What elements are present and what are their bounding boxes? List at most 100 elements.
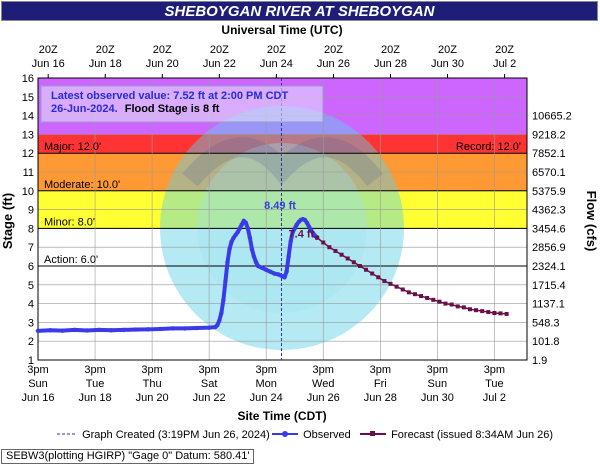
legend-dash-swatch	[57, 433, 77, 435]
info-box: Latest observed value: 7.52 ft at 2:00 P…	[40, 85, 324, 123]
observed-point	[60, 328, 65, 333]
observed-point	[288, 239, 293, 244]
observed-point	[251, 254, 257, 259]
forecast-point	[406, 290, 411, 295]
forecast-point	[357, 264, 362, 268]
forecast-point	[376, 275, 381, 280]
forecast-point	[504, 311, 509, 316]
observed-point	[229, 239, 234, 244]
observed-point	[182, 326, 187, 331]
bottom-tick-label: Jun 28	[364, 392, 397, 404]
observed-point	[253, 260, 259, 265]
observed-point	[158, 326, 163, 332]
bottom-tick-label: 3pm	[427, 364, 448, 376]
bottom-tick-label: Jun 20	[136, 392, 169, 404]
left-tick-label: 16	[22, 73, 34, 85]
annotations: 8.49 ft 7.4 ft	[264, 200, 314, 240]
left-tick-label: 6	[28, 261, 34, 273]
observed-point	[170, 326, 175, 331]
band-major	[38, 134, 527, 154]
observed-point	[259, 265, 265, 271]
observed-point	[217, 318, 222, 323]
bottom-tick-label: Sun	[28, 378, 48, 390]
category-label: Moderate: 10.0'	[44, 179, 120, 191]
data-series	[35, 78, 509, 360]
right-tick-label: 10665.2	[532, 111, 572, 123]
forecast-point	[437, 299, 442, 304]
forecast-point	[315, 235, 320, 240]
bottom-tick-label: 3pm	[313, 364, 334, 376]
observed-point	[215, 323, 220, 328]
observed-point	[133, 327, 138, 332]
forecast-point	[449, 302, 454, 307]
left-tick-label: 1	[28, 355, 34, 367]
info-box-date: 26-Jun-2024.	[51, 103, 118, 115]
legend-graph-created: Graph Created (3:19PM Jun 26, 2024)	[57, 428, 270, 441]
watermark-gull	[182, 137, 383, 187]
observed-point	[292, 226, 297, 231]
forecast-point	[455, 304, 460, 309]
top-tick-label: Jun 18	[89, 58, 122, 70]
observed-point	[276, 272, 281, 277]
legend-forecast: Forecast (issued 8:34AM Jun 26)	[360, 428, 553, 441]
forecast-point	[351, 260, 356, 265]
left-tick-label: 11	[23, 167, 34, 179]
legend-observed-label: Observed	[303, 429, 351, 441]
left-tick-label: 4	[28, 299, 34, 311]
observed-point	[237, 226, 242, 231]
top-tick-label: 20Z	[210, 44, 229, 56]
top-tick-label: Jun 24	[260, 58, 293, 70]
right-tick-label: 1.9	[532, 355, 547, 367]
hydrograph-chart: 123456789101112131415161.9101.8548.31137…	[0, 23, 599, 423]
left-tick-label: 13	[22, 129, 34, 141]
bottom-tick-label: 3pm	[370, 364, 391, 376]
observed-point	[145, 327, 151, 332]
bottom-tick-label: Jul 2	[483, 392, 506, 404]
right-tick-label: 3454.6	[532, 223, 566, 235]
forecast-point	[333, 248, 338, 253]
observed-point	[194, 325, 200, 331]
peak-annotation: 7.4 ft	[289, 229, 315, 241]
right-tick-label: 7852.1	[532, 148, 566, 160]
bottom-tick-label: Jun 24	[250, 392, 283, 404]
bottom-tick-label: 3pm	[198, 364, 219, 376]
top-tick-label: Jun 20	[146, 58, 179, 70]
top-tick-label: 20Z	[438, 44, 457, 56]
observed-point	[48, 328, 53, 333]
forecast-point	[474, 308, 479, 313]
left-tick-label: 10	[22, 186, 34, 198]
peak-annotation: 8.49 ft	[264, 200, 296, 212]
observed-point	[249, 246, 255, 252]
observed-point	[304, 220, 310, 225]
observed-point	[268, 269, 273, 274]
top-tick-label: 20Z	[267, 44, 286, 56]
top-axis-title: Universal Time (UTC)	[221, 23, 342, 37]
top-tick-label: 20Z	[381, 44, 400, 56]
bottom-tick-label: Jun 18	[79, 392, 112, 404]
bottom-tick-label: Tue	[485, 378, 504, 390]
info-box-flood-stage: Flood Stage is 8 ft	[125, 103, 220, 115]
forecast-point	[370, 271, 375, 276]
forecast-point	[345, 256, 350, 261]
bottom-tick-label: 3pm	[84, 364, 105, 376]
observed-point	[225, 260, 230, 265]
forecast-point	[486, 310, 491, 315]
top-tick-label: 20Z	[495, 44, 514, 56]
forecast-point	[461, 305, 466, 310]
top-tick-label: Jun 16	[32, 58, 65, 70]
top-tick-label: Jun 30	[431, 58, 464, 70]
bottom-tick-label: 3pm	[255, 364, 276, 376]
observed-point	[245, 226, 251, 231]
info-box-line2: 26-Jun-2024. Flood Stage is 8 ft	[51, 103, 220, 115]
forecast-point	[492, 311, 497, 315]
forecast-point	[419, 294, 424, 299]
observed-point	[290, 229, 295, 235]
observed-point	[72, 327, 77, 333]
right-tick-label: 1137.1	[532, 299, 565, 311]
observed-point	[264, 267, 269, 272]
top-tick-label: Jun 22	[203, 58, 236, 70]
observed-point	[272, 271, 277, 276]
observed-point	[243, 220, 249, 225]
observed-point	[255, 263, 261, 269]
observed-point	[282, 275, 287, 280]
